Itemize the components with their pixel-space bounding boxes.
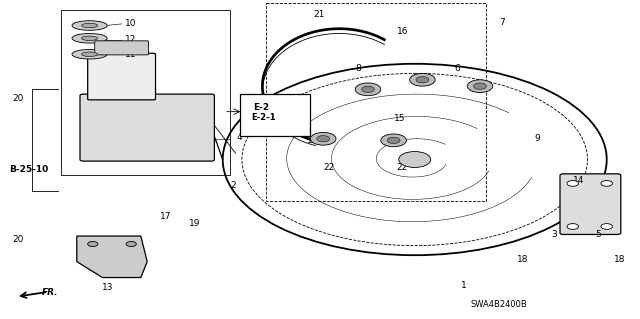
Ellipse shape: [416, 77, 429, 83]
Circle shape: [567, 224, 579, 229]
Circle shape: [601, 224, 612, 229]
Circle shape: [399, 152, 431, 167]
Text: 21: 21: [314, 10, 325, 19]
Text: 3: 3: [552, 230, 557, 239]
Text: 15: 15: [307, 136, 319, 145]
Text: B-25-10: B-25-10: [10, 165, 49, 174]
Text: SWA4B2400B: SWA4B2400B: [470, 300, 527, 309]
Text: 11: 11: [125, 50, 136, 59]
Text: 20: 20: [13, 235, 24, 244]
Text: 22: 22: [323, 163, 335, 172]
Circle shape: [567, 181, 579, 186]
Ellipse shape: [82, 23, 98, 28]
Text: 20: 20: [13, 94, 24, 103]
Ellipse shape: [72, 49, 108, 59]
Ellipse shape: [362, 86, 374, 93]
Text: 6: 6: [454, 64, 460, 73]
Text: 16: 16: [397, 27, 408, 36]
Ellipse shape: [387, 137, 400, 144]
Ellipse shape: [317, 136, 330, 142]
Ellipse shape: [72, 33, 108, 43]
Text: 7: 7: [499, 18, 505, 27]
Text: 12: 12: [125, 35, 136, 44]
Text: 19: 19: [189, 219, 200, 228]
Text: 18: 18: [614, 256, 626, 264]
Circle shape: [126, 241, 136, 247]
Polygon shape: [77, 236, 147, 278]
Text: 4: 4: [237, 133, 243, 142]
FancyBboxPatch shape: [560, 174, 621, 234]
Ellipse shape: [381, 134, 406, 147]
Text: 10: 10: [125, 19, 136, 28]
Text: 13: 13: [102, 283, 114, 292]
FancyBboxPatch shape: [240, 94, 310, 136]
Text: 2: 2: [230, 181, 236, 189]
Ellipse shape: [82, 36, 98, 41]
Text: 22: 22: [397, 163, 408, 172]
Ellipse shape: [310, 132, 336, 145]
Text: 18: 18: [517, 256, 529, 264]
Text: 5: 5: [595, 230, 601, 239]
Ellipse shape: [474, 83, 486, 89]
FancyBboxPatch shape: [88, 53, 156, 100]
Text: E-2-1: E-2-1: [251, 113, 275, 122]
Text: E-2: E-2: [253, 103, 269, 112]
Ellipse shape: [355, 83, 381, 96]
Circle shape: [601, 181, 612, 186]
Circle shape: [88, 241, 98, 247]
Ellipse shape: [82, 52, 98, 56]
Ellipse shape: [410, 73, 435, 86]
Ellipse shape: [72, 21, 108, 30]
Text: FR.: FR.: [42, 288, 58, 297]
Text: 15: 15: [394, 114, 405, 122]
Text: 1: 1: [461, 281, 467, 290]
Text: 17: 17: [160, 212, 172, 221]
Ellipse shape: [467, 80, 493, 93]
FancyBboxPatch shape: [95, 41, 148, 55]
Text: 14: 14: [573, 176, 584, 185]
Text: 9: 9: [534, 134, 540, 143]
FancyBboxPatch shape: [80, 94, 214, 161]
Text: 8: 8: [355, 64, 361, 73]
